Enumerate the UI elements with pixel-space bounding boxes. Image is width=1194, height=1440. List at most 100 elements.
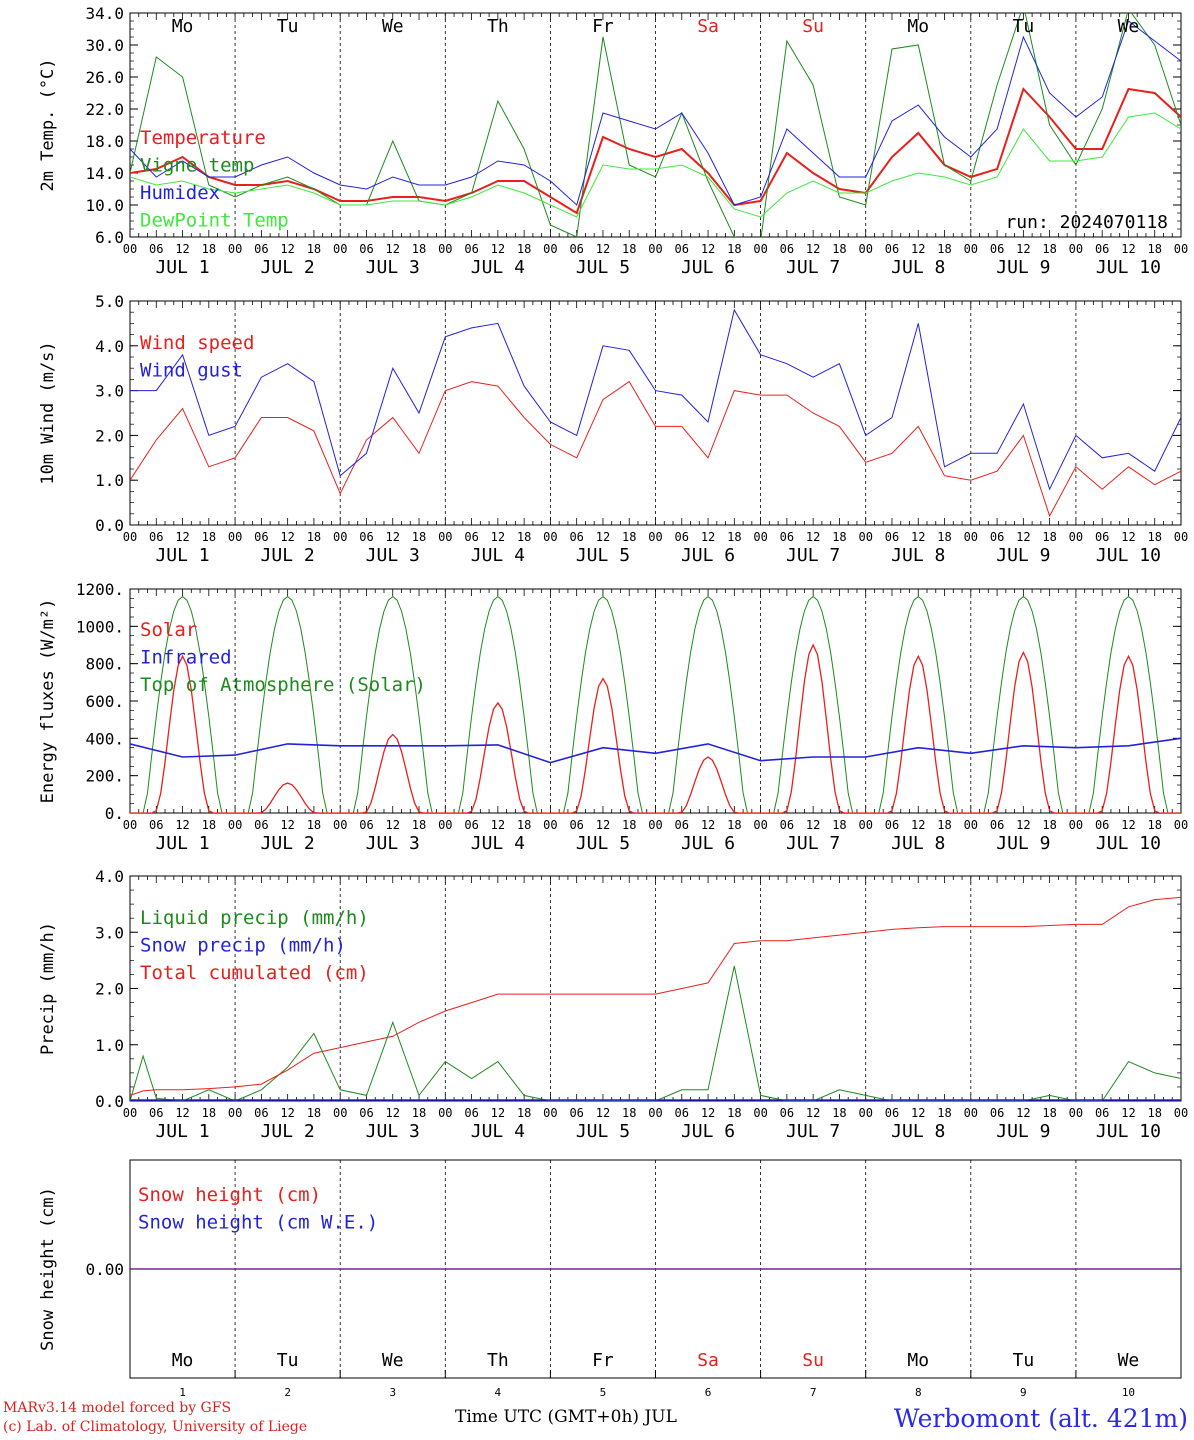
x-hour-label: 12 — [175, 242, 189, 256]
x-hour-label: 18 — [1042, 242, 1056, 256]
x-hour-label: 00 — [228, 818, 242, 832]
x-hour-label: 00 — [648, 530, 662, 544]
x-day-label: JUL 5 — [576, 545, 630, 566]
x-hour-label: 00 — [964, 242, 978, 256]
x-hour-label: 18 — [937, 818, 951, 832]
legend-label: Temperature — [140, 127, 266, 149]
day-number-label: 2 — [284, 1386, 291, 1399]
y-tick-label: 34.0 — [85, 4, 124, 23]
y-tick-label: 2.0 — [95, 426, 124, 445]
x-day-label: JUL 6 — [681, 1121, 735, 1142]
x-hour-label: 18 — [832, 242, 846, 256]
x-day-label: JUL 2 — [261, 257, 315, 278]
x-hour-label: 00 — [438, 242, 452, 256]
x-hour-label: 06 — [359, 242, 373, 256]
x-hour-label: 12 — [175, 1106, 189, 1120]
x-day-label: JUL 7 — [786, 545, 840, 566]
x-hour-label: 00 — [1174, 818, 1188, 832]
x-hour-label: 00 — [1174, 242, 1188, 256]
day-of-week-label: Tu — [277, 16, 299, 37]
y-tick-label: 0. — [105, 804, 124, 823]
x-hour-label: 18 — [832, 818, 846, 832]
x-hour-label: 18 — [202, 530, 216, 544]
x-hour-label: 00 — [964, 818, 978, 832]
day-of-week-label: Mo — [172, 16, 194, 37]
x-hour-label: 06 — [990, 1106, 1004, 1120]
plot-frame — [129, 588, 1182, 814]
x-hour-label: 00 — [333, 818, 347, 832]
x-day-label: JUL 8 — [891, 1121, 945, 1142]
x-hour-label: 12 — [911, 1106, 925, 1120]
y-tick-label: 600. — [85, 692, 124, 711]
x-hour-label: 00 — [228, 1106, 242, 1120]
y-tick-label: 400. — [85, 729, 124, 748]
x-hour-label: 00 — [123, 1106, 137, 1120]
x-day-label: JUL 3 — [366, 833, 420, 854]
y-tick-label: 1000. — [76, 617, 124, 636]
x-day-label: JUL 5 — [576, 833, 630, 854]
x-hour-label: 06 — [569, 1106, 583, 1120]
y-tick-label: 1.0 — [95, 471, 124, 490]
x-hour-label: 18 — [1042, 530, 1056, 544]
x-hour-label: 12 — [596, 530, 610, 544]
y-tick-label: 4.0 — [95, 867, 124, 886]
y-tick-label: 800. — [85, 655, 124, 674]
x-day-label: JUL 1 — [155, 545, 209, 566]
day-number-label: 6 — [705, 1386, 712, 1399]
x-day-label: JUL 4 — [471, 833, 525, 854]
x-hour-label: 18 — [1147, 242, 1161, 256]
x-day-label: JUL 6 — [681, 833, 735, 854]
x-day-label: JUL 3 — [366, 1121, 420, 1142]
x-day-label: JUL 6 — [681, 257, 735, 278]
y-axis-title: Precip (mm/h) — [38, 922, 58, 1055]
series-line — [130, 13, 1181, 237]
x-hour-label: 00 — [753, 530, 767, 544]
x-hour-label: 00 — [543, 530, 557, 544]
x-hour-label: 12 — [491, 1106, 505, 1120]
y-tick-label: 1.0 — [95, 1036, 124, 1055]
y-tick-label: 5.0 — [95, 292, 124, 311]
x-hour-label: 00 — [228, 242, 242, 256]
y-tick-label: 1200. — [76, 580, 124, 599]
x-hour-label: 12 — [1016, 242, 1030, 256]
y-tick-label: 3.0 — [95, 382, 124, 401]
day-number-label: 10 — [1122, 1386, 1135, 1399]
day-of-week-label: Tu — [277, 1350, 299, 1371]
x-hour-label: 00 — [1069, 818, 1083, 832]
x-hour-label: 18 — [307, 818, 321, 832]
x-day-label: JUL 5 — [576, 257, 630, 278]
y-tick-label: 18.0 — [85, 132, 124, 151]
day-of-week-label: Th — [487, 16, 509, 37]
y-axis-title: 2m Temp. (°C) — [38, 58, 58, 191]
y-tick-label: 6.0 — [95, 228, 124, 247]
x-hour-label: 06 — [359, 530, 373, 544]
legend-label: Liquid precip (mm/h) — [140, 907, 369, 929]
legend-label: Infrared — [140, 647, 232, 669]
x-hour-label: 18 — [517, 1106, 531, 1120]
model-credit: MARv3.14 model forced by GFS — [3, 1400, 232, 1416]
x-axis-title: Time UTC (GMT+0h) JUL — [455, 1407, 677, 1427]
day-of-week-label: Tu — [1013, 16, 1035, 37]
x-hour-label: 00 — [438, 818, 452, 832]
day-number-label: 9 — [1020, 1386, 1027, 1399]
x-hour-label: 12 — [280, 530, 294, 544]
x-day-label: JUL 8 — [891, 545, 945, 566]
x-hour-label: 12 — [491, 242, 505, 256]
x-hour-label: 12 — [596, 818, 610, 832]
solar-line — [130, 643, 1181, 813]
x-hour-label: 18 — [1147, 818, 1161, 832]
x-hour-label: 06 — [780, 242, 794, 256]
x-hour-label: 12 — [491, 818, 505, 832]
x-hour-label: 06 — [1095, 1106, 1109, 1120]
x-hour-label: 18 — [937, 242, 951, 256]
x-hour-label: 06 — [464, 530, 478, 544]
y-axis-title: 10m Wind (m/s) — [38, 341, 58, 484]
day-of-week-label: Tu — [1013, 1350, 1035, 1371]
x-hour-label: 06 — [149, 242, 163, 256]
x-hour-label: 12 — [386, 1106, 400, 1120]
day-of-week-label: We — [1118, 16, 1140, 37]
legend-label: Snow height (cm W.E.) — [138, 1212, 378, 1234]
day-of-week-label: Su — [802, 1350, 824, 1371]
run-label: run: 2024070118 — [1005, 212, 1168, 233]
x-day-label: JUL 10 — [1096, 833, 1161, 854]
